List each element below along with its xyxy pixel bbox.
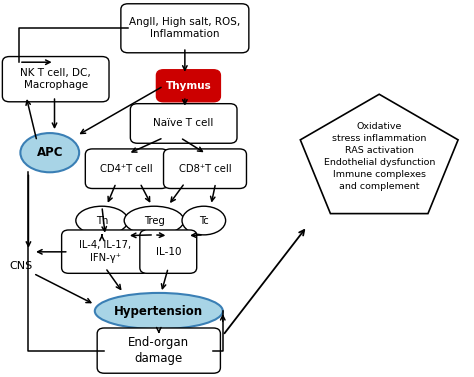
Text: IL-10: IL-10	[155, 247, 181, 257]
Text: Th: Th	[96, 216, 108, 225]
Text: Naïve T cell: Naïve T cell	[154, 118, 214, 129]
FancyBboxPatch shape	[140, 230, 197, 273]
FancyBboxPatch shape	[62, 230, 149, 273]
FancyBboxPatch shape	[121, 4, 249, 53]
Text: Oxidative
stress inflammation
RAS activation
Endothelial dysfunction
Immune comp: Oxidative stress inflammation RAS activa…	[324, 121, 435, 192]
Text: Tc: Tc	[199, 216, 209, 225]
Text: CD8⁺T cell: CD8⁺T cell	[179, 164, 231, 174]
Text: APC: APC	[36, 146, 63, 159]
Ellipse shape	[20, 133, 79, 172]
Text: CD4⁺T cell: CD4⁺T cell	[100, 164, 153, 174]
FancyBboxPatch shape	[164, 149, 246, 188]
Ellipse shape	[95, 293, 223, 329]
Text: Treg: Treg	[144, 216, 164, 225]
Text: End-organ
damage: End-organ damage	[128, 336, 189, 365]
Text: AngII, High salt, ROS,
Inflammation: AngII, High salt, ROS, Inflammation	[129, 17, 240, 40]
FancyBboxPatch shape	[156, 70, 220, 102]
FancyBboxPatch shape	[2, 57, 109, 102]
Text: Hypertension: Hypertension	[114, 305, 203, 317]
Text: NK T cell, DC,
Macrophage: NK T cell, DC, Macrophage	[20, 68, 91, 90]
Ellipse shape	[76, 206, 128, 235]
Ellipse shape	[182, 206, 226, 235]
Text: CNS: CNS	[9, 261, 33, 271]
FancyBboxPatch shape	[97, 328, 220, 373]
Polygon shape	[301, 94, 458, 214]
Ellipse shape	[124, 206, 184, 235]
Text: Thymus: Thymus	[165, 81, 211, 91]
FancyBboxPatch shape	[130, 104, 237, 143]
Text: IL-4, IL-17,
IFN-γ⁺: IL-4, IL-17, IFN-γ⁺	[80, 241, 131, 263]
FancyBboxPatch shape	[85, 149, 168, 188]
